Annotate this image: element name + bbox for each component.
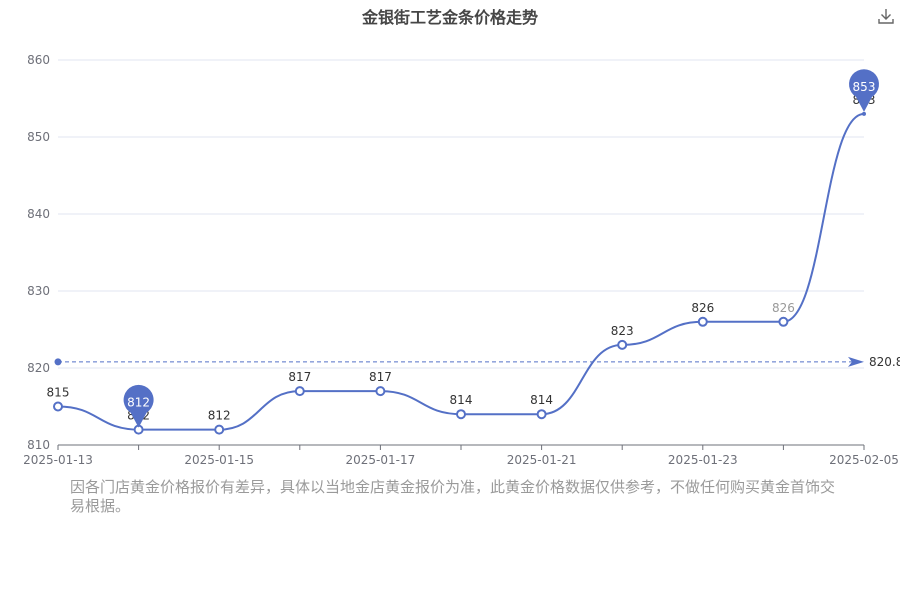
average-line-label: 820.8 [869,355,900,369]
data-point [778,316,789,327]
disclaimer-note: 因各门店黄金价格报价有差异，具体以当地金店黄金报价为准，此黄金价格数据仅供参考，… [70,478,836,515]
y-tick-label: 860 [27,53,50,67]
data-label: 826 [691,301,714,315]
y-tick-label: 820 [27,361,50,375]
data-label: 812 [208,409,231,423]
min-pin-label: 812 [127,396,150,410]
x-tick-label: 2025-01-17 [346,453,416,467]
data-point [214,424,225,435]
chart-title: 金银街工艺金条价格走势 [361,8,538,27]
data-label: 826 [772,301,795,315]
data-point [862,111,866,116]
min-pin [123,384,154,428]
y-tick-label: 810 [27,438,50,452]
x-tick-label: 2025-01-23 [668,453,738,467]
max-pin-label: 853 [853,80,876,94]
series-line [57,112,865,431]
data-label: 814 [450,393,473,407]
x-tick-label: 2025-01-21 [507,453,577,467]
data-label: 817 [369,370,392,384]
average-line-start [54,358,62,366]
data-point [375,386,386,397]
data-point [536,409,547,420]
y-tick-label: 830 [27,284,50,298]
download-icon[interactable] [876,6,896,26]
data-point [53,401,63,412]
data-point [697,316,708,327]
x-tick-label: 2025-01-15 [184,453,254,467]
data-label: 817 [288,370,311,384]
x-tick-label: 2025-02-05 [829,453,899,467]
data-point [456,409,466,420]
y-tick-label: 840 [27,207,50,221]
x-tick-label: 2025-01-13 [23,453,93,467]
data-label: 815 [47,386,70,400]
y-tick-label: 850 [27,130,50,144]
data-point [617,339,628,350]
data-label: 823 [611,324,634,338]
data-point [294,386,305,397]
max-pin [849,69,879,112]
data-label: 814 [530,393,553,407]
average-line-arrow [848,356,864,367]
